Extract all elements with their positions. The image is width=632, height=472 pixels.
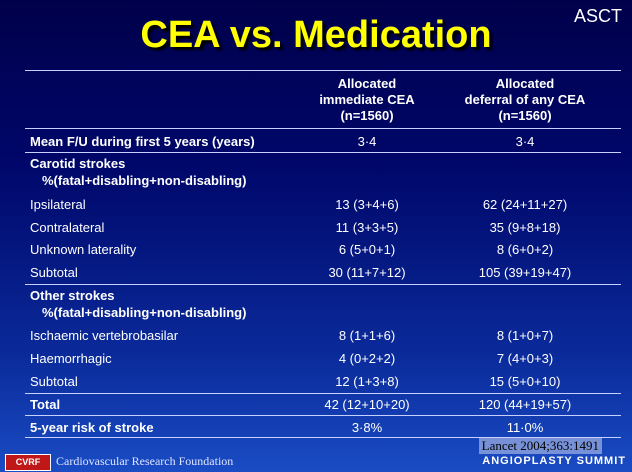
cell-immediate: 11 (3+3+5): [335, 220, 399, 235]
row-label: Haemorrhagic: [30, 351, 112, 366]
column-header-line: immediate CEA: [319, 92, 415, 107]
citation: Lancet 2004;363:1491: [478, 438, 602, 454]
row-label: 5-year risk of stroke: [30, 420, 154, 435]
cell-deferral: 3·4: [515, 134, 535, 149]
cell-immediate: 13 (3+4+6): [335, 197, 399, 212]
cell-deferral: 105 (39+19+47): [478, 265, 572, 280]
conference-name: ANGIOPLASTY SUMMIT: [482, 455, 626, 467]
cell-immediate: 12 (1+3+8): [335, 374, 399, 389]
row-label: Subtotal: [30, 374, 78, 389]
cell-deferral: 8 (1+0+7): [496, 328, 554, 343]
cell-immediate: 6 (5+0+1): [338, 242, 396, 257]
row-label: Total: [30, 397, 61, 412]
row-label: Ipsilateral: [30, 197, 86, 212]
cell-deferral: 120 (44+19+57): [478, 397, 572, 412]
row-label: Unknown laterality: [30, 242, 137, 257]
cell-deferral: 7 (4+0+3): [496, 351, 554, 366]
column-header-line: (n=1560): [498, 108, 552, 123]
slide-title: CEA vs. Medication: [140, 14, 492, 56]
cell-deferral: 35 (9+8+18): [489, 220, 561, 235]
cell-immediate: 4 (0+2+2): [338, 351, 396, 366]
row-rule: [25, 284, 621, 285]
row-rule: [25, 152, 621, 153]
cell-immediate: 42 (12+10+20): [324, 397, 410, 412]
column-header-line: deferral of any CEA: [464, 92, 586, 107]
row-rule: [25, 393, 621, 394]
footer: CVRF Cardiovascular Research Foundation …: [0, 452, 632, 472]
cell-immediate: 8 (1+1+6): [338, 328, 396, 343]
column-header-immediate-cea: Allocated immediate CEA (n=1560): [292, 76, 442, 124]
column-header-line: (n=1560): [340, 108, 394, 123]
cell-deferral: 11·0%: [506, 420, 544, 435]
cell-immediate: 30 (11+7+12): [328, 265, 406, 280]
cell-deferral: 15 (5+0+10): [489, 374, 561, 389]
row-label: Carotid strokes: [30, 156, 126, 171]
cvrf-logo: CVRF: [5, 454, 51, 471]
row-rule: [25, 415, 621, 416]
cell-immediate: 3·8%: [351, 420, 383, 435]
column-header-line: Allocated: [495, 76, 555, 91]
organization-name: Cardiovascular Research Foundation: [56, 454, 234, 468]
row-label: %(fatal+disabling+non-disabling): [42, 305, 247, 320]
bottom-rule: [25, 437, 621, 438]
row-label: Mean F/U during first 5 years (years): [30, 134, 255, 149]
row-label: Contralateral: [30, 220, 105, 235]
cell-immediate: 3·4: [357, 134, 377, 149]
row-label: Ischaemic vertebrobasilar: [30, 328, 179, 343]
cell-deferral: 8 (6+0+2): [496, 242, 554, 257]
header-rule: [25, 128, 621, 129]
row-label: %(fatal+disabling+non-disabling): [42, 173, 247, 188]
column-header-deferral-cea: Allocated deferral of any CEA (n=1560): [440, 76, 610, 124]
row-label: Other strokes: [30, 288, 115, 303]
cell-deferral: 62 (24+11+27): [482, 197, 568, 212]
slide-tag: ASCT: [573, 6, 622, 26]
row-label: Subtotal: [30, 265, 78, 280]
top-rule: [25, 70, 621, 71]
column-header-line: Allocated: [337, 76, 397, 91]
